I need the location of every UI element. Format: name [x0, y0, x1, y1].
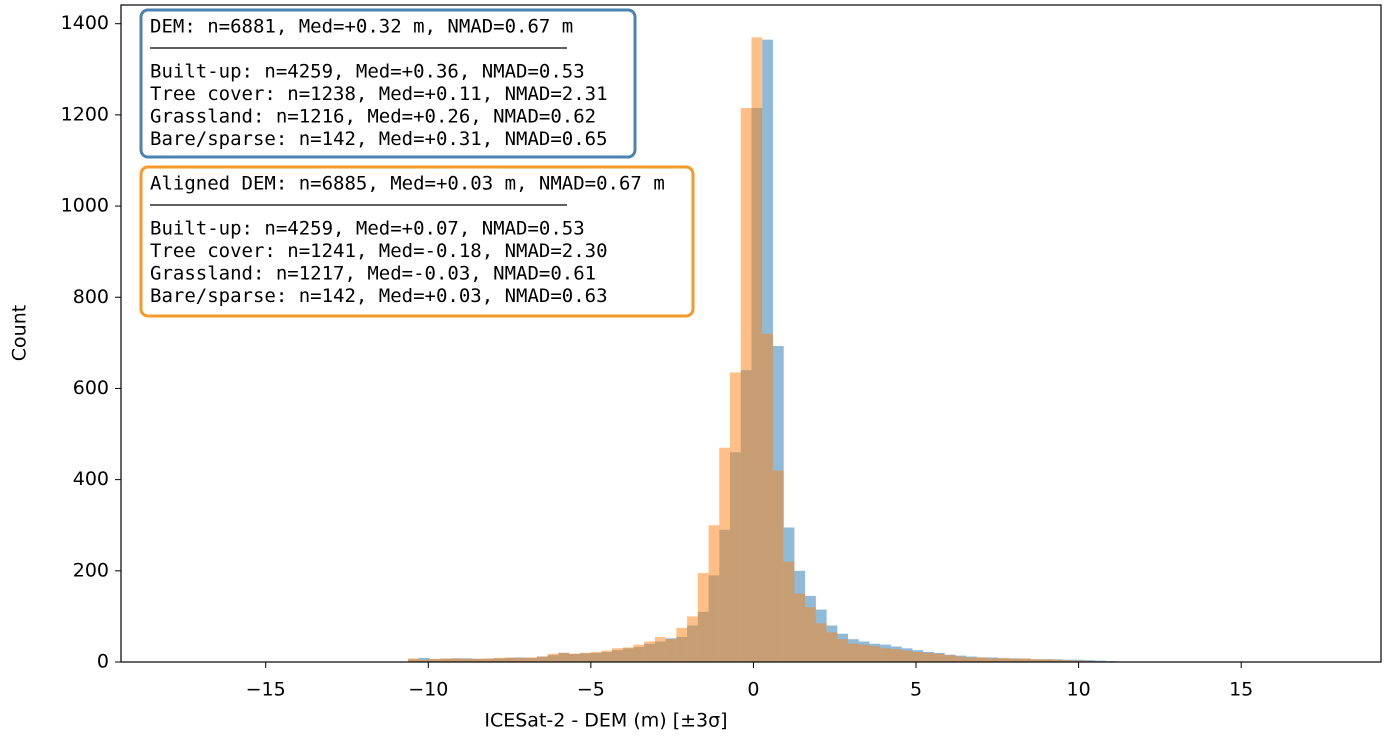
annotation-line: Bare/sparse: n=142, Med=+0.31, NMAD=0.65	[150, 128, 608, 150]
annotation-line: Grassland: n=1217, Med=-0.03, NMAD=0.61	[150, 263, 596, 285]
histogram-bar	[815, 623, 827, 662]
histogram-bar	[837, 639, 849, 662]
histogram-bar	[687, 616, 698, 662]
annotation-box	[139, 8, 637, 159]
histogram-bar	[429, 658, 441, 662]
histogram-bar	[1019, 658, 1031, 662]
histogram-bar	[504, 657, 516, 662]
annotation-box	[139, 165, 695, 318]
histogram-bar	[912, 651, 924, 662]
histogram-bar	[611, 648, 623, 662]
histogram-bar	[955, 656, 967, 662]
histogram-bar	[1041, 659, 1052, 662]
histogram-bar	[772, 470, 784, 662]
annotation-line: DEM: n=6881, Med=+0.32 m, NMAD=0.67 m	[150, 16, 573, 38]
annotation-line: Grassland: n=1216, Med=+0.26, NMAD=0.62	[150, 106, 596, 128]
histogram-bar	[665, 639, 677, 662]
histogram-bar	[869, 646, 881, 662]
x-tick-label: −15	[246, 679, 286, 701]
histogram-bar	[762, 333, 773, 662]
plot-frame	[120, 4, 1382, 663]
y-tick-label: 1000	[61, 195, 109, 217]
histogram-bar	[901, 650, 913, 662]
x-tick-label: 10	[1067, 679, 1091, 701]
histogram-bar	[987, 658, 999, 662]
histogram-bar	[515, 657, 527, 662]
x-tick-label: −5	[577, 679, 605, 701]
histogram-bar	[794, 593, 806, 662]
histogram-bar	[440, 658, 452, 662]
histogram-bar	[805, 607, 816, 662]
histogram-bar	[697, 573, 709, 662]
histogram-bar	[998, 657, 1010, 662]
y-tick-label: 0	[97, 651, 109, 673]
histogram-bar	[1062, 660, 1074, 662]
annotation-line: Tree cover: n=1238, Med=+0.11, NMAD=2.31	[150, 83, 608, 105]
histogram-bar	[923, 652, 934, 662]
y-tick-label: 1400	[61, 12, 109, 34]
histogram-bar	[654, 636, 666, 662]
x-tick-label: 5	[910, 679, 922, 701]
histogram-bar	[751, 37, 763, 662]
histogram-bar	[451, 658, 462, 662]
y-axis-label: Count	[9, 305, 31, 361]
histogram-bar	[944, 655, 956, 662]
histogram-bar	[1094, 660, 1106, 662]
histogram-bar	[644, 641, 655, 662]
histogram-bar	[890, 649, 902, 662]
annotation-line: Tree cover: n=1241, Med=-0.18, NMAD=2.30	[150, 240, 608, 262]
x-axis-label: ICESat-2 - DEM (m) [±3σ]	[484, 710, 727, 732]
histogram-bar	[730, 372, 741, 662]
y-tick-label: 1200	[61, 103, 109, 125]
histogram-bar	[1009, 658, 1020, 662]
y-tick-label: 400	[73, 468, 109, 490]
x-tick-label: 0	[747, 679, 759, 701]
histogram-bar	[976, 657, 988, 662]
histogram-bar	[933, 653, 945, 662]
histogram-bar	[1073, 660, 1085, 662]
histogram-bar	[740, 108, 752, 662]
histogram-bar	[418, 659, 430, 662]
histogram-bar	[483, 658, 494, 662]
x-tick-label: 15	[1229, 679, 1253, 701]
histogram-bar	[633, 644, 645, 662]
histogram-bar	[461, 658, 473, 662]
y-tick-label: 200	[73, 559, 109, 581]
histogram-bar	[558, 652, 570, 662]
histogram-bar	[601, 650, 612, 662]
histogram-bar	[536, 656, 548, 662]
histogram-bar	[493, 657, 505, 662]
histogram-bar	[783, 561, 795, 662]
histogram-bar	[1051, 659, 1063, 662]
annotation-line: Aligned DEM: n=6885, Med=+0.03 m, NMAD=0…	[150, 173, 665, 195]
histogram-bar	[547, 653, 559, 662]
histogram-bar	[966, 657, 977, 662]
histogram-bar	[590, 651, 602, 662]
histogram-bar	[826, 632, 838, 662]
annotation-line: Built-up: n=4259, Med=+0.07, NMAD=0.53	[150, 218, 585, 240]
histogram-bar	[579, 652, 591, 662]
histogram-bar	[1030, 659, 1042, 662]
histogram-bar	[676, 627, 688, 662]
histogram-bar	[622, 647, 634, 662]
histogram-bar	[526, 657, 537, 662]
histogram-bar	[708, 525, 720, 662]
y-tick-label: 800	[73, 286, 109, 308]
histogram-bar	[569, 653, 580, 662]
histogram-bar	[408, 658, 419, 662]
histogram-bar	[858, 644, 870, 662]
annotation-line: Built-up: n=4259, Med=+0.36, NMAD=0.53	[150, 61, 585, 83]
x-tick-label: −10	[408, 679, 448, 701]
annotation-line: Bare/sparse: n=142, Med=+0.03, NMAD=0.63	[150, 285, 608, 307]
y-tick-label: 600	[73, 377, 109, 399]
histogram-bar	[719, 447, 731, 662]
histogram-bar	[880, 648, 891, 662]
histogram-bar	[472, 658, 484, 662]
histogram-bar	[848, 643, 859, 662]
